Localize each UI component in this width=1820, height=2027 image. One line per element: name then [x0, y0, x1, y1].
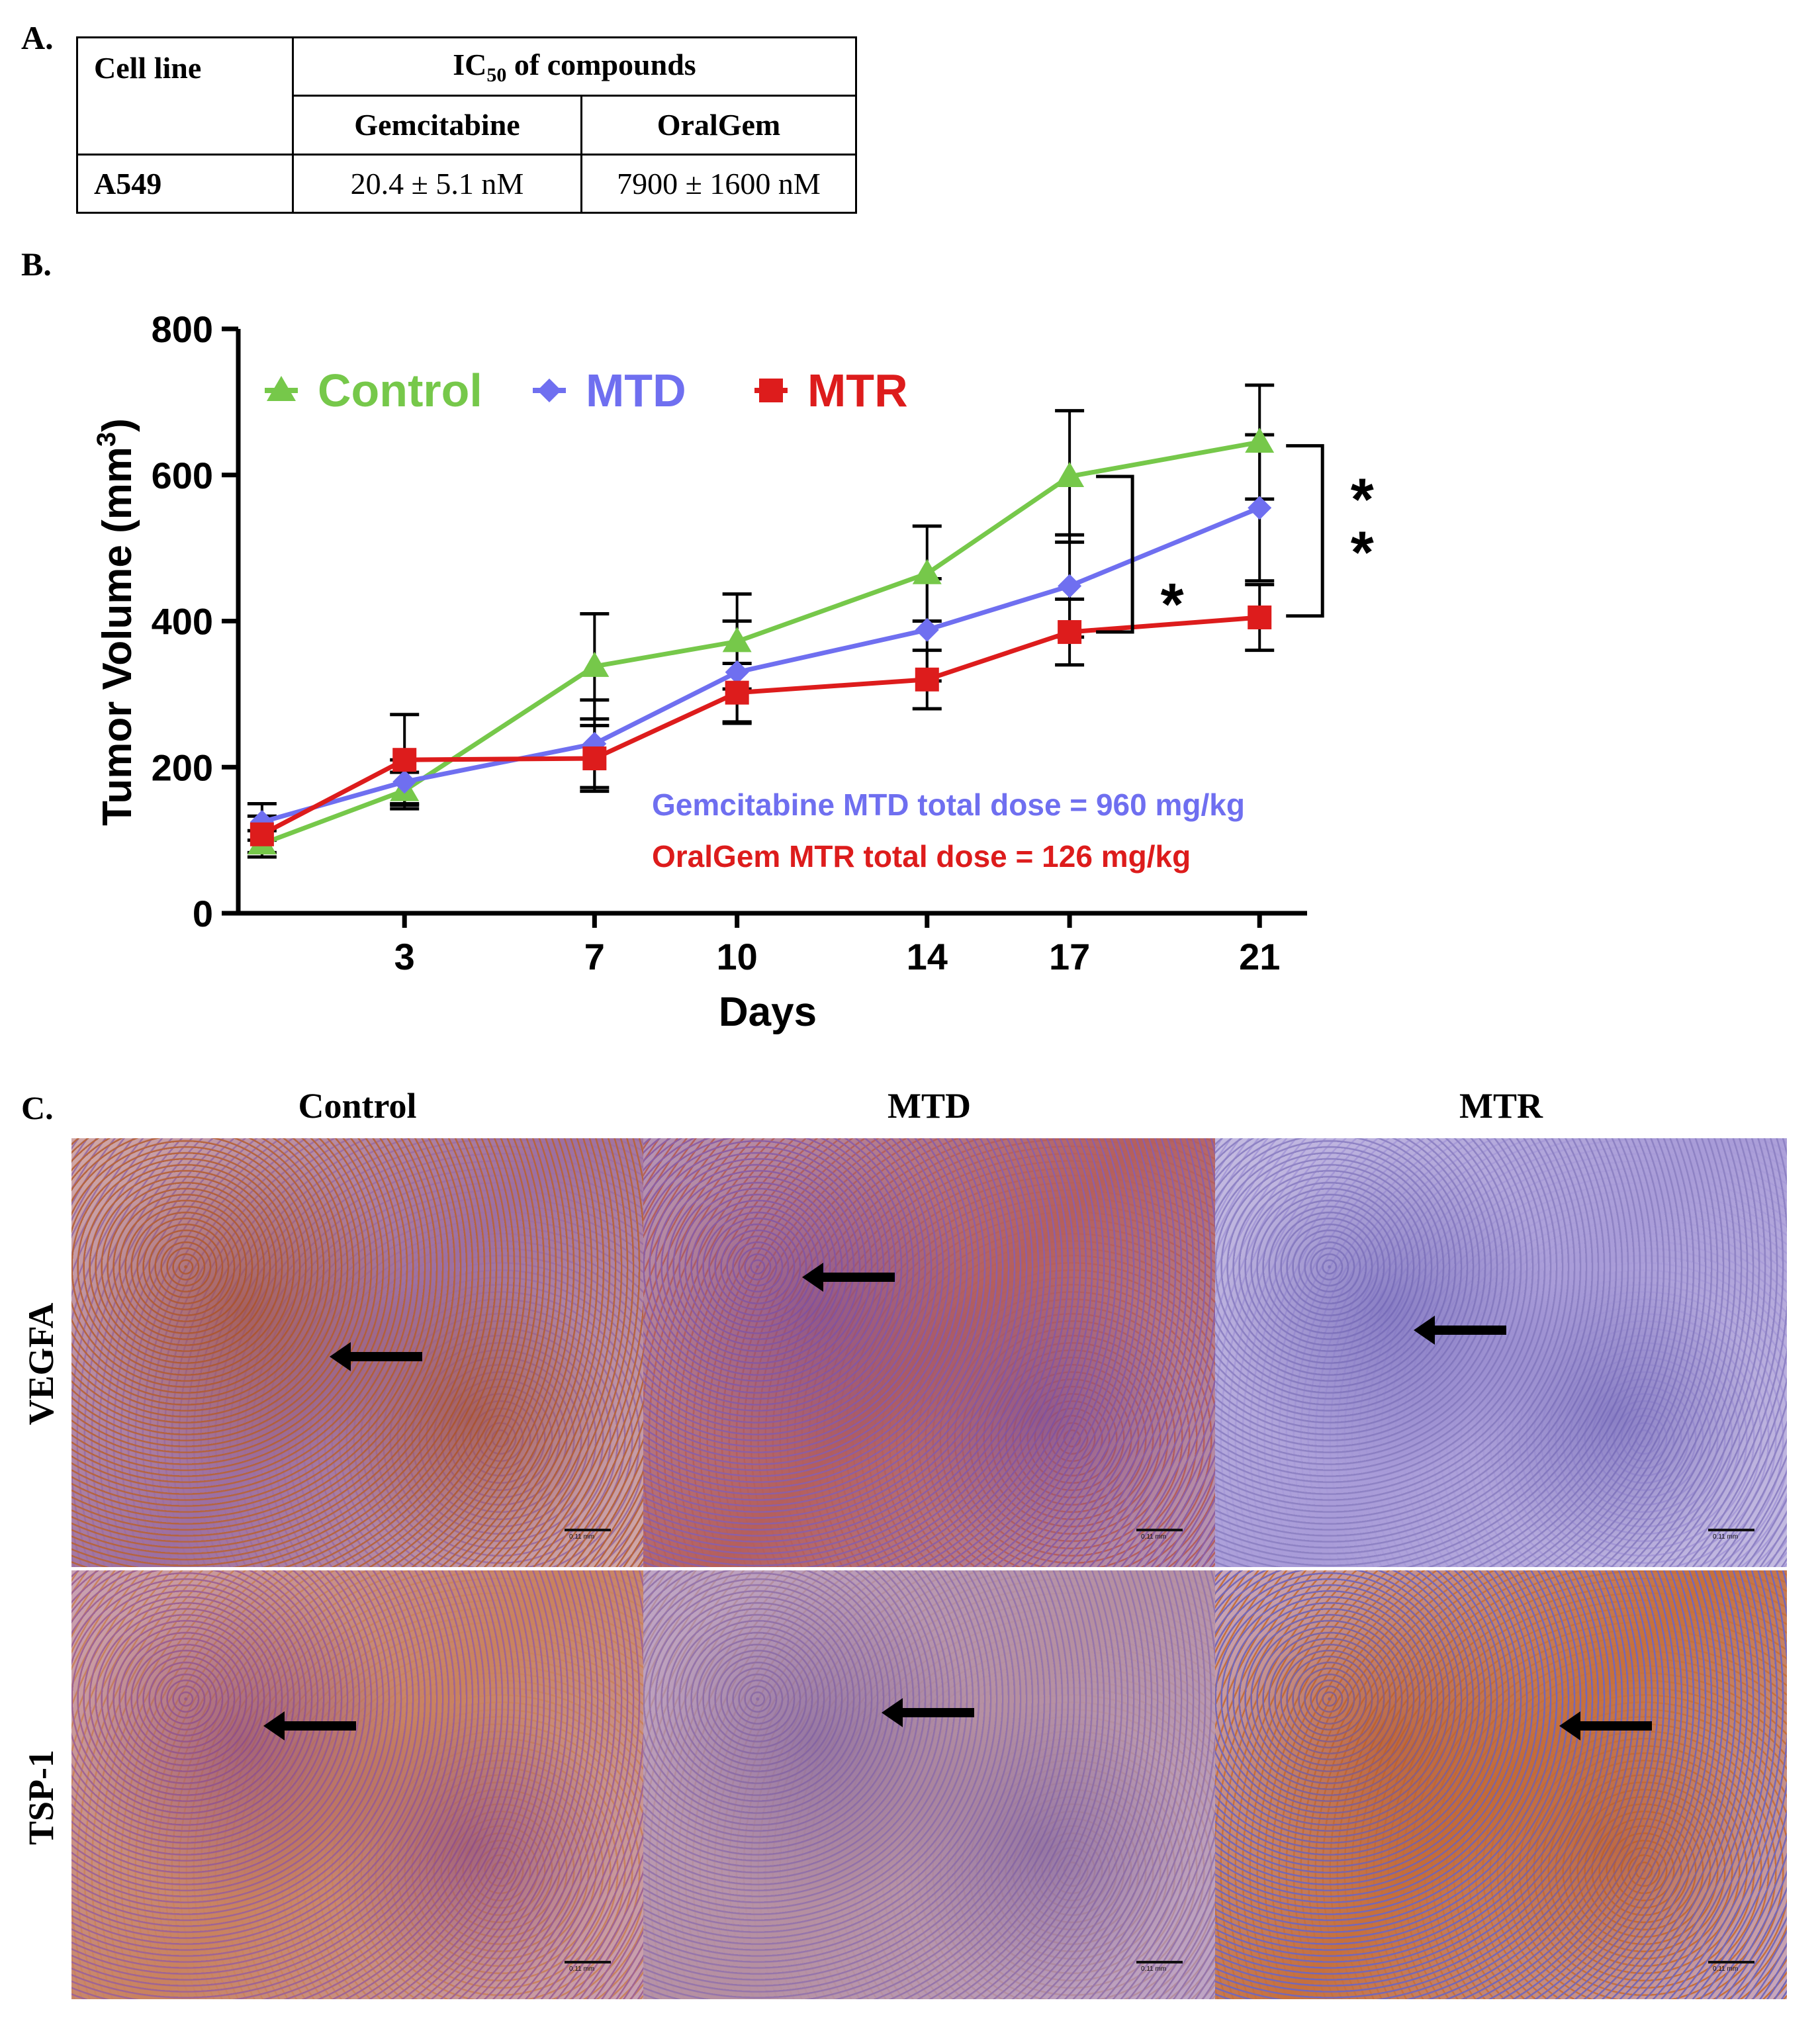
row-oralgem-ic50: 7900 ± 1600 nM: [580, 153, 857, 214]
significance-star-day21: *: [1351, 520, 1374, 586]
y-tick-label: 600: [152, 455, 213, 496]
x-tick-label: 17: [1049, 936, 1090, 977]
panel-label-c: C.: [21, 1089, 54, 1126]
y-tick-label: 0: [193, 893, 213, 934]
scale-bar: [1708, 1961, 1754, 1963]
panel-label-a: A.: [21, 19, 54, 56]
row-label-vegfa: VEGFA: [21, 1302, 61, 1425]
scale-bar: [565, 1529, 611, 1531]
data-point-mtr: [725, 680, 749, 705]
x-axis-label: Days: [719, 989, 817, 1035]
arrow-shaft: [822, 1273, 895, 1282]
legend-label-control: Control: [318, 365, 482, 416]
column-title-mtd: MTD: [887, 1086, 971, 1126]
y-tick-label: 200: [152, 746, 213, 788]
data-point-control: [1055, 461, 1085, 487]
scale-bar-label: 0.11 mm: [569, 1533, 595, 1541]
significance-bracket-day21: [1286, 444, 1324, 618]
arrow-shaft: [349, 1352, 422, 1361]
tumor-volume-chart: 0 200 400 600 800 3 7 10 14 17 21 Days Tumor Volume …: [92, 308, 1374, 1035]
data-point-control: [1245, 428, 1275, 453]
x-tick-label: 7: [584, 936, 605, 977]
data-point-control: [580, 651, 610, 677]
y-tick-label: 400: [152, 601, 213, 643]
y-axis-label: Tumor Volume (mm3): [92, 418, 140, 826]
panel-label-b: B.: [21, 246, 52, 283]
arrow-head-icon: [330, 1342, 351, 1371]
scale-bar: [1136, 1529, 1183, 1531]
data-point-control: [722, 627, 752, 653]
data-point-mtd: [725, 660, 749, 684]
legend-marker-mtr: [759, 379, 783, 402]
header-gemcitabine: Gemcitabine: [292, 95, 582, 156]
micrograph-vegfa-mtd: 0.11 mm: [643, 1138, 1215, 1567]
scale-bar: [1136, 1961, 1183, 1963]
header-ic50: IC50 of compounds: [292, 36, 857, 97]
scale-bar-label: 0.11 mm: [1141, 1965, 1167, 1973]
arrow-shaft: [901, 1708, 974, 1717]
row-cell-line: A549: [76, 153, 294, 214]
significance-star-day21: *: [1351, 467, 1374, 533]
data-point-mtd: [915, 617, 939, 642]
x-tick-label: 10: [717, 936, 758, 977]
arrow-head-icon: [802, 1263, 823, 1292]
scale-bar-label: 0.11 mm: [1141, 1533, 1167, 1541]
column-title-control: Control: [298, 1086, 417, 1126]
data-point-mtr: [582, 746, 607, 771]
y-tick-label: 800: [152, 308, 213, 350]
row-gemcitabine-ic50: 20.4 ± 5.1 nM: [292, 153, 582, 214]
micrograph-tsp1-control: 0.11 mm: [71, 1570, 643, 1999]
micrograph-tsp1-mtr: 0.11 mm: [1215, 1570, 1787, 1999]
arrow-head-icon: [1559, 1711, 1580, 1740]
scale-bar: [1708, 1529, 1754, 1531]
arrow-head-icon: [263, 1711, 285, 1740]
data-point-mtd: [1248, 496, 1272, 520]
micrograph-vegfa-mtr: 0.11 mm: [1215, 1138, 1787, 1567]
micrograph-vegfa-control: 0.11 mm: [71, 1138, 643, 1567]
scale-bar: [565, 1961, 611, 1963]
scale-bar-label: 0.11 mm: [1713, 1533, 1739, 1541]
x-tick-label: 3: [394, 936, 415, 977]
data-point-mtr: [915, 667, 939, 692]
dose-annotation: Gemcitabine MTD total dose = 960 mg/kg: [652, 788, 1245, 822]
x-tick-label: 21: [1239, 936, 1280, 977]
column-title-mtr: MTR: [1459, 1086, 1543, 1126]
significance-bracket-day17: [1096, 474, 1134, 634]
arrow-head-icon: [1414, 1316, 1435, 1345]
micrograph-tsp1-mtd: 0.11 mm: [643, 1570, 1215, 1999]
data-point-mtr: [1248, 605, 1272, 629]
legend-label-mtr: MTR: [807, 365, 908, 416]
arrow-head-icon: [882, 1698, 903, 1727]
header-oralgem: OralGem: [580, 95, 857, 156]
legend-marker-mtd: [537, 379, 561, 402]
header-cell-line: Cell line: [76, 36, 294, 156]
scale-bar-label: 0.11 mm: [569, 1965, 595, 1973]
dose-annotation: OralGem MTR total dose = 126 mg/kg: [652, 839, 1191, 874]
data-point-mtr: [392, 748, 417, 772]
data-point-mtr: [1058, 620, 1082, 645]
data-point-mtd: [392, 770, 417, 794]
legend-marker-control: [267, 376, 296, 401]
data-point-mtr: [250, 822, 274, 846]
row-label-tsp1: TSP-1: [21, 1749, 61, 1846]
arrow-shaft: [283, 1721, 356, 1731]
scale-bar-label: 0.11 mm: [1713, 1965, 1739, 1973]
legend-label-mtd: MTD: [586, 365, 686, 416]
ic50-table: Cell line IC50 of compounds Gemcitabine …: [76, 36, 857, 214]
arrow-shaft: [1433, 1326, 1506, 1335]
data-point-control: [912, 559, 942, 584]
significance-star-day17: *: [1161, 572, 1184, 638]
x-tick-label: 14: [907, 936, 948, 977]
series-line-mtd: [261, 506, 1261, 825]
arrow-shaft: [1579, 1721, 1652, 1731]
data-point-mtd: [1058, 574, 1082, 598]
